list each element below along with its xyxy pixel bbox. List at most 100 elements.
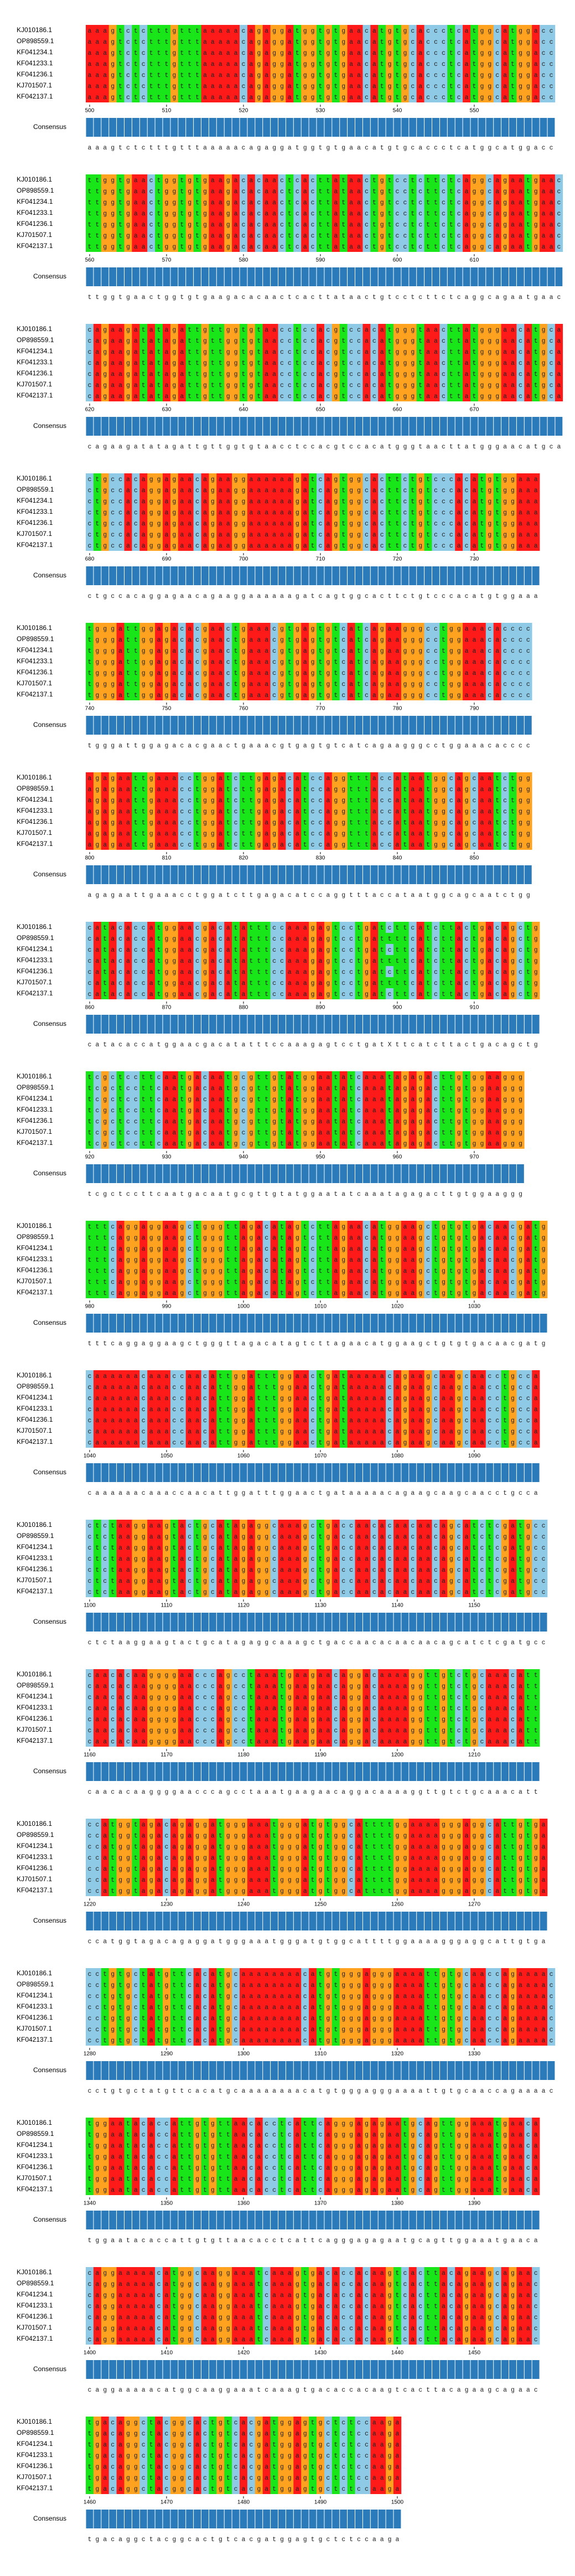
consensus-bar (394, 1164, 401, 1183)
consensus-bar (286, 267, 293, 286)
sequence-name: KJ701507.1 (17, 1427, 52, 1434)
consensus-bar (417, 716, 424, 735)
sequence-name: KF042137.1 (17, 840, 53, 848)
consensus-bar (317, 1314, 324, 1333)
consensus-bar (94, 1314, 101, 1333)
tick-label: 980 (85, 1304, 95, 1310)
consensus-bar (540, 1314, 547, 1333)
consensus-bar (386, 716, 393, 735)
consensus-bar (186, 1015, 193, 1034)
consensus-bar (109, 417, 116, 436)
consensus-bar (263, 1015, 270, 1034)
consensus-bar (232, 1314, 240, 1333)
sequence-name: KF041234.1 (17, 347, 53, 355)
consensus-bar (386, 1015, 393, 1034)
sequence-row: cagaagatatagattgttggtgtaacctccacgtccacat… (88, 349, 565, 356)
consensus-bar (363, 118, 370, 137)
consensus-bar (317, 1164, 324, 1183)
consensus-bar (448, 716, 455, 735)
consensus-bar (355, 716, 362, 735)
sequence-row: caaaaaacaaaccaacattggatttggaactgataaaaac… (88, 1428, 542, 1436)
sequence-name: OP898559.1 (17, 635, 54, 643)
consensus-bar (194, 417, 201, 436)
consensus-bar (348, 566, 355, 585)
consensus-bar (132, 716, 139, 735)
consensus-bar (240, 566, 247, 585)
consensus-bar (186, 267, 193, 286)
sequence-row: tgggattggagacacgaactgaaacgtgagtgtcatcaga… (88, 637, 534, 644)
consensus-bar (217, 1314, 224, 1333)
tick-label: 640 (239, 407, 248, 413)
consensus-bar (125, 267, 132, 286)
consensus-bar (532, 118, 540, 137)
consensus-bar (232, 1015, 240, 1034)
consensus-bar (440, 865, 447, 884)
consensus-bar (309, 267, 317, 286)
consensus-bar (94, 267, 101, 286)
consensus-bar (379, 716, 386, 735)
consensus-bar (417, 118, 424, 137)
sequence-row: ttggtgaactggtgtgaagacacaactcacttataactgt… (88, 210, 565, 218)
consensus-bar (417, 1015, 424, 1034)
sequence-row: aaagtctctttgtttaaaaacagaggatggtgtgaacatg… (88, 83, 557, 90)
consensus-bar (263, 566, 270, 585)
consensus-bar (394, 566, 401, 585)
consensus-bar (424, 417, 432, 436)
consensus-bar (247, 865, 255, 884)
consensus-bar (363, 1314, 370, 1333)
consensus-bar (170, 118, 178, 137)
tick-label: 900 (393, 1005, 402, 1011)
consensus-bar (163, 566, 170, 585)
tick-label: 1020 (391, 1304, 404, 1310)
consensus-bar (271, 716, 278, 735)
consensus-bar (263, 118, 270, 137)
consensus-bar (186, 1164, 193, 1183)
consensus-bar (163, 1314, 170, 1333)
consensus-bar (194, 1463, 201, 1482)
consensus-bar (509, 1164, 516, 1183)
consensus-bar (170, 1164, 178, 1183)
consensus-bar (555, 267, 562, 286)
consensus-bar (501, 716, 509, 735)
consensus-bar (278, 865, 286, 884)
sequence-name: KJ701507.1 (17, 231, 52, 239)
consensus-bar (379, 417, 386, 436)
consensus-bar (225, 865, 232, 884)
consensus-bar (186, 716, 193, 735)
tick-label: 620 (85, 407, 95, 413)
consensus-bar (532, 267, 540, 286)
tick-label: 800 (85, 855, 95, 861)
consensus-bar (101, 566, 108, 585)
consensus-bar (440, 1015, 447, 1034)
consensus-bar (463, 1015, 470, 1034)
consensus-bar (540, 267, 547, 286)
tick-label: 740 (85, 706, 95, 712)
consensus-bar (340, 118, 347, 137)
consensus-bar (94, 417, 101, 436)
consensus-bar (332, 417, 339, 436)
tick-label: 860 (85, 1005, 95, 1011)
consensus-bar (156, 417, 163, 436)
sequence-name: KF042137.1 (17, 989, 53, 997)
tick-label: 660 (393, 407, 402, 413)
consensus-bar (486, 716, 493, 735)
sequence-row: tttcaggaggaagctgggttagacatagtcttagaacatg… (88, 1257, 550, 1264)
consensus-bar (317, 1015, 324, 1034)
consensus-bar (394, 118, 401, 137)
sequence-row: ctgccacaggagaacagaaggaaaaaagatcagtggcact… (88, 509, 542, 517)
consensus-bar (217, 865, 224, 884)
tick-label: 870 (162, 1005, 172, 1011)
consensus-bar (409, 267, 416, 286)
tick-label: 670 (470, 407, 479, 413)
consensus-bar (163, 865, 170, 884)
consensus-bar (132, 1015, 139, 1034)
sequence-name: KF041233.1 (17, 209, 53, 216)
consensus-bar (401, 1314, 408, 1333)
tick-label: 630 (162, 407, 172, 413)
consensus-bar (471, 1164, 478, 1183)
tick-label: 730 (470, 556, 479, 562)
consensus-bar (409, 1164, 416, 1183)
consensus-bar (156, 118, 163, 137)
consensus-bar (225, 716, 232, 735)
consensus-bar (86, 1164, 94, 1183)
